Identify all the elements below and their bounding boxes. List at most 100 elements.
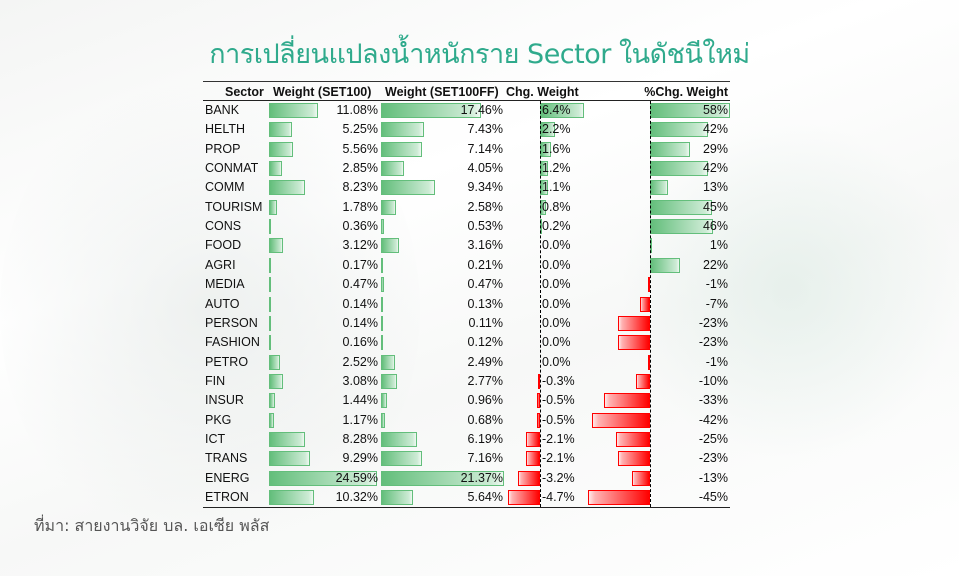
source-note: ที่มา: สายงานวิจัย บล. เอเซีย พลัส bbox=[34, 516, 270, 535]
weight-set100ff: 0.68% bbox=[467, 412, 503, 427]
bar-weight-set100 bbox=[269, 451, 310, 467]
weight-set100: 0.17% bbox=[342, 257, 378, 272]
bar-pct-chg-weight bbox=[618, 315, 650, 331]
chg-weight: -4.7% bbox=[542, 490, 575, 504]
header-weight-set100ff: Weight (SET100FF) bbox=[385, 85, 499, 99]
pct-chg-weight: 46% bbox=[702, 219, 728, 234]
weight-set100ff: 5.64% bbox=[467, 490, 503, 504]
pct-chg-weight: -23% bbox=[698, 315, 728, 330]
bar-weight-set100 bbox=[269, 219, 271, 235]
weight-set100: 0.14% bbox=[342, 296, 378, 311]
bar-chg-weight bbox=[536, 412, 540, 428]
weight-set100ff: 7.14% bbox=[467, 141, 503, 156]
pct-chg-weight: -45% bbox=[698, 490, 728, 504]
bar-weight-set100ff bbox=[381, 412, 385, 428]
weight-set100ff: 0.11% bbox=[468, 315, 503, 330]
bar-pct-chg-weight bbox=[592, 412, 650, 428]
pct-chg-weight: -25% bbox=[698, 431, 728, 446]
chg-weight: 0.0% bbox=[542, 296, 571, 311]
table-top-border bbox=[203, 81, 730, 82]
bar-weight-set100ff bbox=[381, 122, 424, 138]
bar-pct-chg-weight bbox=[648, 354, 650, 370]
sector-name: CONMAT bbox=[205, 161, 259, 176]
table-row: ETRON 10.32% 5.64% -4.7% -45% bbox=[203, 488, 730, 507]
bar-weight-set100ff bbox=[381, 103, 482, 118]
bar-pct-chg-weight bbox=[650, 257, 681, 273]
chg-weight: -0.5% bbox=[542, 393, 575, 408]
table-row: ICT 8.28% 6.19% -2.1% -25% bbox=[203, 430, 730, 449]
chg-weight: 6.4% bbox=[542, 103, 571, 117]
chg-weight: -2.1% bbox=[542, 451, 575, 466]
weight-set100: 1.78% bbox=[342, 199, 378, 214]
weight-set100ff: 7.43% bbox=[467, 122, 503, 137]
bar-weight-set100 bbox=[269, 490, 315, 505]
weight-set100ff: 0.53% bbox=[467, 219, 503, 234]
bar-pct-chg-weight bbox=[648, 277, 650, 293]
sector-name: FIN bbox=[205, 373, 226, 388]
bar-weight-set100ff bbox=[381, 257, 383, 273]
weight-set100: 11.08% bbox=[336, 103, 378, 117]
table-row: FOOD 3.12% 3.16% 0.0% 1% bbox=[203, 236, 730, 255]
sector-name: MEDIA bbox=[205, 277, 245, 292]
weight-set100: 0.36% bbox=[342, 219, 378, 234]
table-row: MEDIA 0.47% 0.47% 0.0% -1% bbox=[203, 275, 730, 294]
bar-weight-set100ff bbox=[381, 354, 396, 370]
bar-pct-chg-weight bbox=[632, 470, 650, 486]
chg-weight: 0.8% bbox=[542, 199, 571, 214]
weight-set100: 0.14% bbox=[342, 315, 378, 330]
sector-name: FOOD bbox=[205, 238, 242, 253]
sector-name: PKG bbox=[205, 412, 232, 427]
bar-chg-weight bbox=[525, 451, 540, 467]
bar-weight-set100ff bbox=[381, 393, 387, 409]
bar-weight-set100 bbox=[269, 161, 282, 177]
weight-set100ff: 2.49% bbox=[467, 354, 503, 369]
pct-chg-weight: -7% bbox=[705, 296, 728, 311]
pct-chg-weight: -23% bbox=[698, 451, 728, 466]
bar-weight-set100 bbox=[269, 431, 306, 447]
bar-pct-chg-weight bbox=[650, 180, 668, 196]
weight-set100: 5.56% bbox=[342, 141, 378, 156]
weight-set100ff: 0.47% bbox=[467, 277, 503, 292]
weight-set100ff: 3.16% bbox=[467, 238, 503, 253]
bar-weight-set100 bbox=[269, 393, 276, 409]
pct-chg-weight: 1% bbox=[709, 238, 728, 253]
sector-name: TOURISM bbox=[205, 199, 263, 214]
bar-pct-chg-weight bbox=[650, 161, 708, 177]
sector-name: ENERG bbox=[205, 470, 250, 485]
bar-weight-set100ff bbox=[381, 335, 383, 351]
bar-weight-set100ff bbox=[381, 161, 405, 177]
pct-chg-weight: 22% bbox=[702, 257, 728, 272]
bar-chg-weight bbox=[536, 393, 540, 409]
weight-set100: 8.23% bbox=[342, 180, 378, 195]
weight-set100: 0.47% bbox=[342, 277, 378, 292]
sector-name: ICT bbox=[205, 431, 226, 446]
weight-set100: 10.32% bbox=[335, 490, 378, 504]
bar-chg-weight bbox=[525, 431, 540, 447]
header-divider bbox=[203, 100, 730, 101]
weight-set100: 24.59% bbox=[335, 470, 378, 485]
pct-chg-weight: -42% bbox=[698, 412, 728, 427]
sector-name: COMM bbox=[205, 180, 245, 195]
bar-weight-set100 bbox=[269, 335, 271, 351]
weight-set100: 1.17% bbox=[342, 412, 378, 427]
bar-weight-set100ff bbox=[381, 238, 400, 254]
sector-name: BANK bbox=[205, 103, 240, 117]
table-row: AUTO 0.14% 0.13% 0.0% -7% bbox=[203, 295, 730, 314]
weight-set100: 3.08% bbox=[342, 373, 378, 388]
chg-weight: 0.0% bbox=[542, 354, 571, 369]
table-row: CONMAT 2.85% 4.05% 1.2% 42% bbox=[203, 159, 730, 178]
bar-weight-set100 bbox=[269, 141, 294, 157]
pct-chg-weight: -23% bbox=[698, 335, 728, 350]
bar-pct-chg-weight bbox=[618, 335, 650, 351]
table-row: PERSON 0.14% 0.11% 0.0% -23% bbox=[203, 314, 730, 333]
chg-weight: 0.0% bbox=[542, 277, 571, 292]
bar-weight-set100ff bbox=[381, 470, 504, 486]
weight-set100: 2.52% bbox=[342, 354, 378, 369]
chg-weight: 0.0% bbox=[542, 315, 571, 330]
table-row: TOURISM 1.78% 2.58% 0.8% 45% bbox=[203, 198, 730, 217]
bar-weight-set100 bbox=[269, 412, 275, 428]
weight-set100: 3.12% bbox=[342, 238, 378, 253]
sector-name: HELTH bbox=[205, 122, 246, 137]
bar-pct-chg-weight bbox=[618, 451, 650, 467]
bar-weight-set100ff bbox=[381, 490, 414, 505]
